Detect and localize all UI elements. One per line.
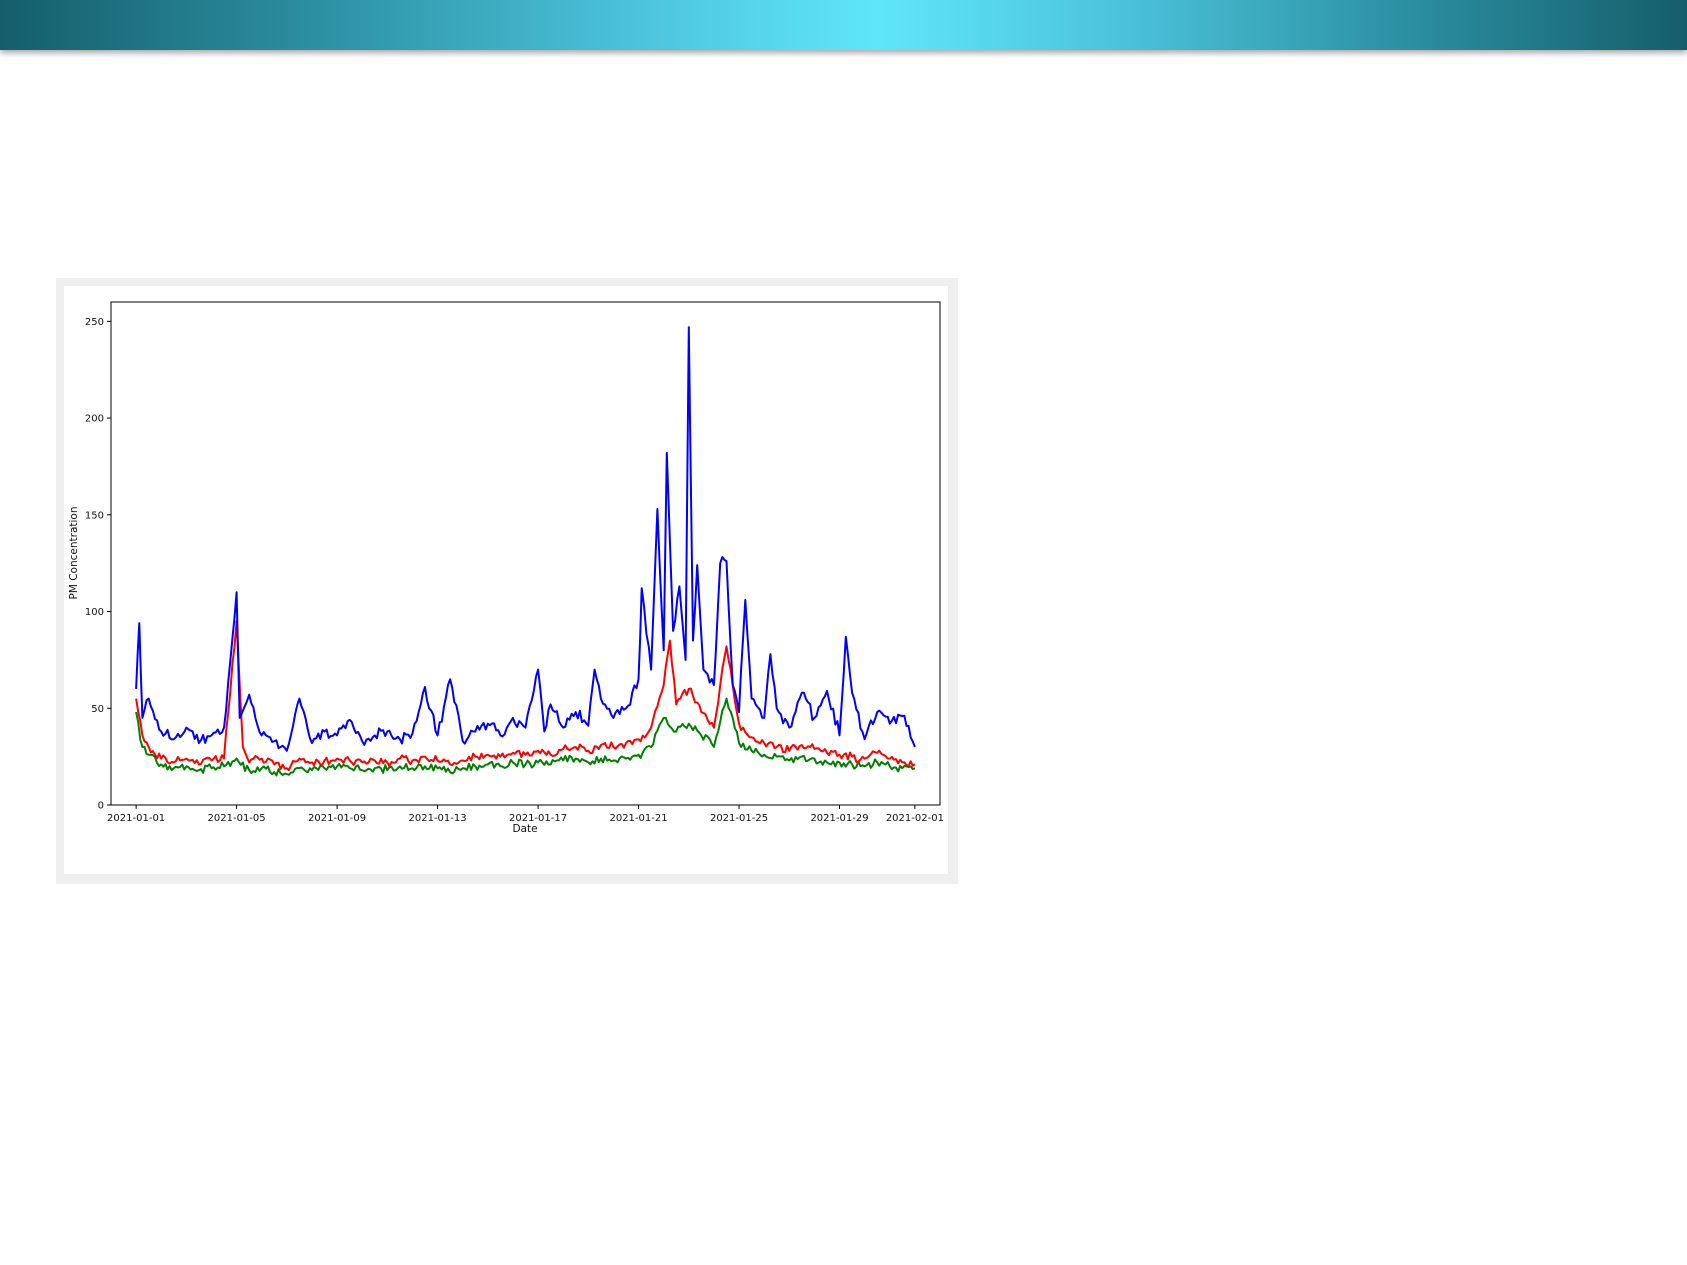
series-line-2 (135, 620, 916, 772)
y-tick-label: 200 (85, 414, 104, 425)
x-tick-label: 2021-01-05 (208, 813, 266, 824)
y-tick-label: 0 (98, 801, 104, 812)
series-line-3 (135, 326, 916, 752)
y-tick-label: 250 (85, 317, 104, 328)
x-axis-title: Date (512, 823, 537, 835)
series-line-1 (135, 697, 916, 777)
y-tick-label: 150 (85, 510, 104, 521)
x-tick-label: 2021-01-01 (107, 813, 165, 824)
x-tick-label: 2021-01-29 (810, 813, 868, 824)
x-axis: 2021-01-01 2021-01-05 2021-01-09 2021-01-13… (107, 805, 944, 824)
y-tick-label: 100 (85, 607, 104, 618)
x-tick-label: 2021-01-21 (609, 813, 667, 824)
x-tick-label: 2021-01-13 (409, 813, 467, 824)
x-tick-label: 2021-01-09 (308, 813, 366, 824)
series-layer (135, 326, 916, 777)
chart-panel: 0 50 100 150 200 250 2021-01-01 2021-01-05 2021… (64, 286, 948, 874)
y-tick-label: 50 (91, 704, 104, 715)
top-banner (0, 0, 1687, 50)
x-tick-label: 2021-01-25 (710, 813, 768, 824)
plot-area-border (110, 301, 941, 806)
y-axis: 0 50 100 150 200 250 (85, 317, 111, 812)
x-tick-label: 2021-02-01 (886, 813, 944, 824)
x-tick-label: 2021-01-17 (509, 813, 567, 824)
chart-frame: 0 50 100 150 200 250 2021-01-01 2021-01-05 2021… (56, 278, 958, 884)
y-axis-title: PM Concentration (68, 506, 80, 599)
